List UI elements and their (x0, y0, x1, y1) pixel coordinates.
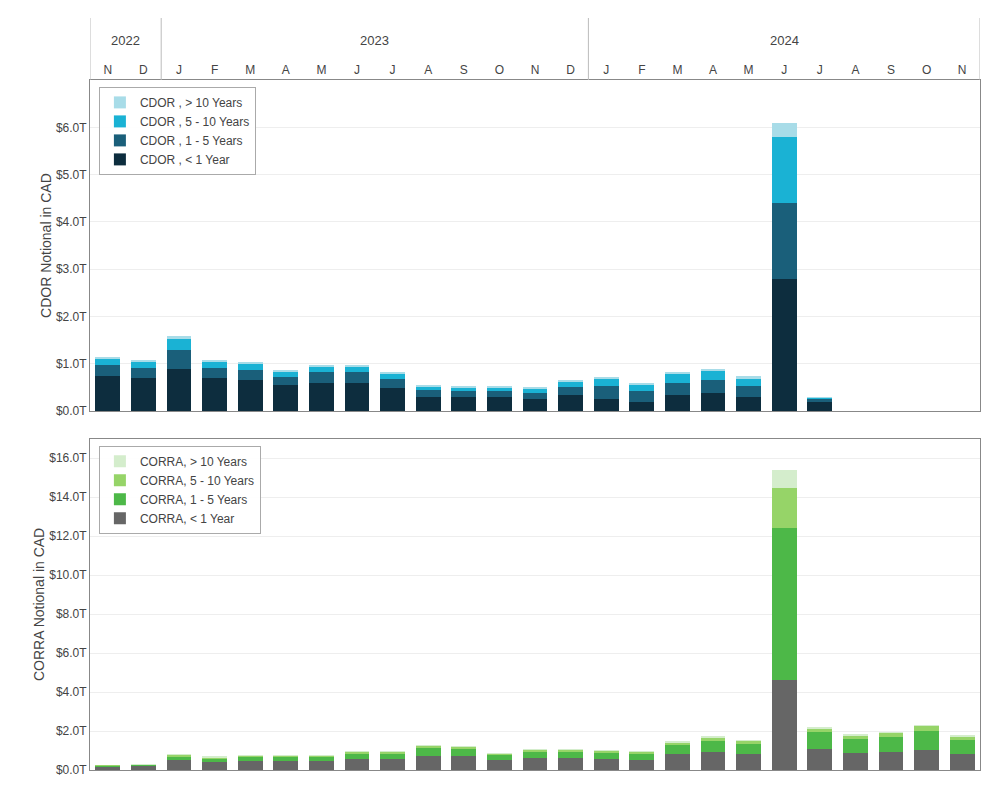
svg-text:S: S (887, 63, 895, 77)
svg-text:$12.0T: $12.0T (49, 529, 87, 543)
svg-text:F: F (211, 63, 218, 77)
svg-text:$4.0T: $4.0T (56, 215, 87, 229)
svg-text:A: A (424, 63, 432, 77)
svg-text:$0.0T: $0.0T (56, 404, 87, 418)
svg-text:CDOR , 1 - 5 Years: CDOR , 1 - 5 Years (140, 134, 243, 148)
svg-text:J: J (390, 63, 396, 77)
svg-text:$14.0T: $14.0T (49, 490, 87, 504)
svg-text:CDOR Notional in CAD: CDOR Notional in CAD (38, 173, 54, 318)
svg-text:$1.0T: $1.0T (56, 357, 87, 371)
svg-text:J: J (817, 63, 823, 77)
svg-text:M: M (672, 63, 682, 77)
svg-text:J: J (354, 63, 360, 77)
svg-text:$8.0T: $8.0T (56, 607, 87, 621)
svg-text:M: M (245, 63, 255, 77)
svg-text:M: M (744, 63, 754, 77)
svg-text:D: D (139, 63, 148, 77)
svg-text:A: A (282, 63, 290, 77)
svg-text:M: M (316, 63, 326, 77)
svg-text:2022: 2022 (111, 33, 140, 48)
svg-text:2024: 2024 (770, 33, 799, 48)
svg-text:CORRA, 1 - 5 Years: CORRA, 1 - 5 Years (140, 493, 247, 507)
svg-text:$10.0T: $10.0T (49, 568, 87, 582)
svg-text:O: O (495, 63, 504, 77)
svg-text:CORRA, > 10 Years: CORRA, > 10 Years (140, 455, 247, 469)
svg-text:CDOR , < 1 Year: CDOR , < 1 Year (140, 153, 230, 167)
svg-text:$3.0T: $3.0T (56, 262, 87, 276)
svg-text:CORRA Notional in CAD: CORRA Notional in CAD (31, 528, 47, 681)
svg-text:CDOR , > 10 Years: CDOR , > 10 Years (140, 96, 242, 110)
svg-text:$5.0T: $5.0T (56, 168, 87, 182)
svg-text:$16.0T: $16.0T (49, 451, 87, 465)
svg-text:N: N (958, 63, 967, 77)
svg-text:$4.0T: $4.0T (56, 685, 87, 699)
svg-text:S: S (460, 63, 468, 77)
svg-text:$2.0T: $2.0T (56, 724, 87, 738)
svg-text:A: A (709, 63, 717, 77)
svg-text:$6.0T: $6.0T (56, 121, 87, 135)
svg-text:J: J (781, 63, 787, 77)
svg-text:A: A (851, 63, 859, 77)
svg-text:N: N (103, 63, 112, 77)
svg-text:$6.0T: $6.0T (56, 646, 87, 660)
svg-text:CORRA, 5 - 10 Years: CORRA, 5 - 10 Years (140, 474, 254, 488)
svg-text:2023: 2023 (360, 33, 389, 48)
svg-text:N: N (531, 63, 540, 77)
svg-text:F: F (638, 63, 645, 77)
svg-text:CDOR , 5 - 10 Years: CDOR , 5 - 10 Years (140, 115, 249, 129)
svg-text:CORRA, < 1 Year: CORRA, < 1 Year (140, 512, 234, 526)
svg-text:D: D (566, 63, 575, 77)
svg-text:J: J (176, 63, 182, 77)
svg-text:$2.0T: $2.0T (56, 310, 87, 324)
svg-text:$0.0T: $0.0T (56, 763, 87, 777)
svg-text:O: O (922, 63, 931, 77)
svg-text:J: J (603, 63, 609, 77)
